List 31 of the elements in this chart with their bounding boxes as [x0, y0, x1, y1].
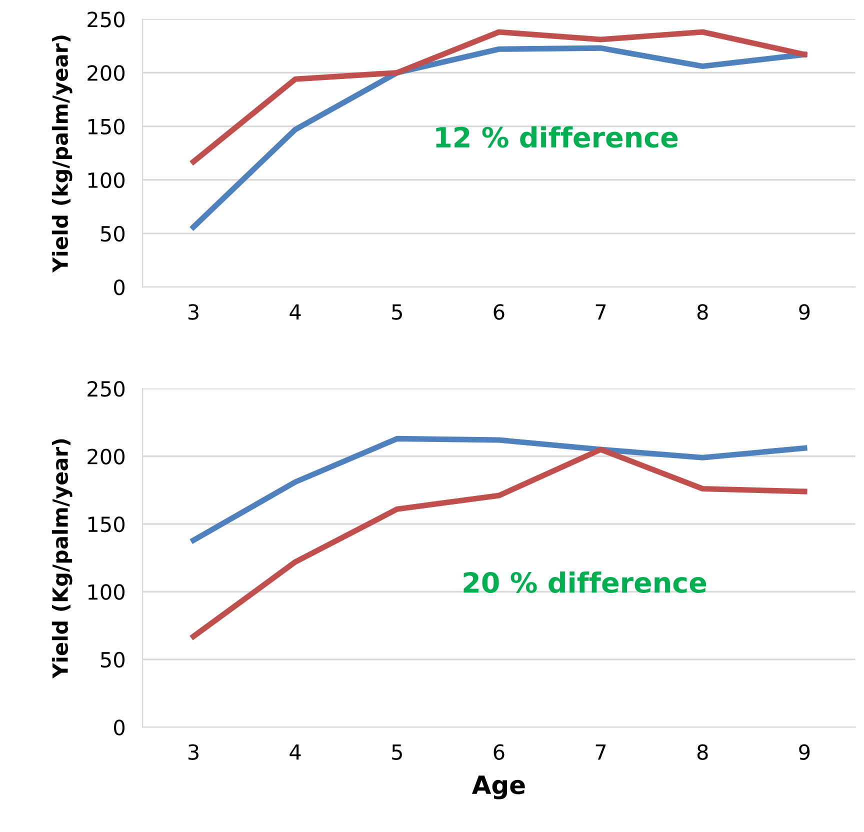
- y-tick-label: 0: [114, 279, 125, 296]
- x-tick-label: 6: [494, 304, 504, 320]
- annotation: 12 % difference: [436, 126, 678, 148]
- y-tick-label: 150: [88, 516, 125, 532]
- x-tick-label: 8: [697, 744, 708, 760]
- x-tick-label: 9: [799, 744, 810, 760]
- y-tick-label: 0: [114, 720, 125, 736]
- x-tick-label: 5: [392, 304, 402, 320]
- x-tick-label: 3: [188, 744, 198, 760]
- y-tick-label: 250: [88, 12, 125, 28]
- x-tick-label: 6: [494, 744, 504, 760]
- y-tick-label: 50: [100, 652, 125, 668]
- y-tick-label: 250: [88, 380, 125, 397]
- x-tick-label: 4: [290, 744, 301, 760]
- y-tick-label: 200: [88, 448, 125, 464]
- y-tick-label: 100: [88, 584, 125, 600]
- x-tick-label: 4: [290, 304, 301, 320]
- x-axis-title: Age: [472, 776, 525, 800]
- y-tick-label: 150: [88, 118, 125, 135]
- y-tick-label: 200: [88, 65, 125, 81]
- x-tick-label: 5: [392, 744, 402, 760]
- y-axis-title: Yield (Kg/palm/year): [52, 439, 72, 678]
- y-tick-label: 50: [100, 226, 125, 242]
- annotation: 20 % difference: [464, 572, 706, 594]
- y-tick-label: 100: [88, 172, 125, 188]
- x-tick-label: 7: [596, 304, 606, 320]
- x-tick-label: 9: [799, 304, 810, 320]
- x-tick-label: 7: [596, 744, 606, 760]
- x-tick-label: 8: [697, 304, 708, 320]
- y-axis-title: Yield (kg/palm/year): [52, 36, 72, 273]
- x-tick-label: 3: [188, 304, 198, 320]
